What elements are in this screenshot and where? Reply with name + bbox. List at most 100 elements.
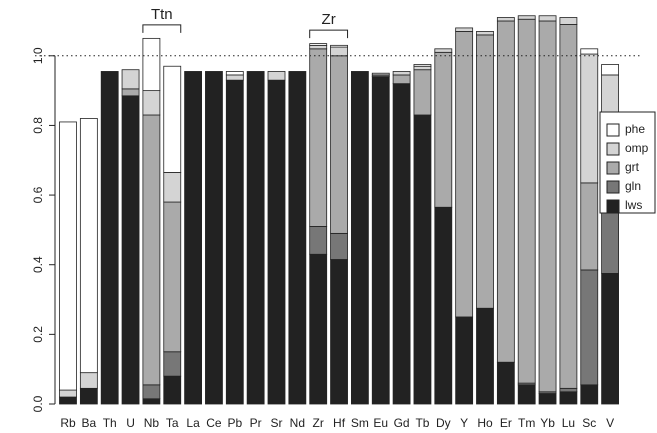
x-tick-label: La xyxy=(186,416,200,430)
legend-label: phe xyxy=(625,122,645,136)
bar-segment xyxy=(580,48,599,55)
bar-segment xyxy=(163,201,182,353)
bar-segment xyxy=(601,64,619,76)
bar-segment xyxy=(288,71,307,405)
x-tick-label: Gd xyxy=(394,416,410,430)
y-tick-label: 0.4 xyxy=(31,256,45,273)
bar-segment xyxy=(434,51,453,208)
bar-segment xyxy=(392,74,411,85)
bar-segment xyxy=(580,269,599,386)
x-tick-label: Y xyxy=(460,416,468,430)
bar-segment xyxy=(434,206,453,405)
bar-segment xyxy=(205,71,223,405)
bar-segment xyxy=(580,182,599,271)
y-tick-label: 1.0 xyxy=(31,47,45,64)
bar-segment xyxy=(142,114,161,386)
x-tick-label: Tm xyxy=(518,416,535,430)
bar-segment xyxy=(559,391,578,405)
bar-segment xyxy=(517,384,536,405)
bar-segment xyxy=(476,307,494,405)
bar-segment xyxy=(79,387,98,405)
legend-swatch xyxy=(606,180,620,194)
bar-segment xyxy=(559,24,578,389)
bar-segment xyxy=(455,316,474,405)
bar-segment xyxy=(538,15,557,22)
bar-segment xyxy=(330,46,348,57)
y-tick-label: 0.6 xyxy=(31,186,45,203)
bar-segment xyxy=(455,31,474,318)
bar-segment xyxy=(538,20,557,393)
bar-segment xyxy=(309,43,328,46)
legend-swatch xyxy=(606,142,620,156)
bar-segment xyxy=(496,17,515,22)
x-tick-label: Sm xyxy=(351,416,369,430)
bar-segment xyxy=(225,74,244,81)
bar-segment xyxy=(267,71,286,81)
bar-segment xyxy=(496,361,515,405)
bar-segment xyxy=(246,71,265,405)
x-tick-label: Nd xyxy=(290,416,305,430)
bar-segment xyxy=(142,384,161,400)
y-tick-label: 0.0 xyxy=(31,395,45,412)
x-tick-label: Ta xyxy=(166,416,179,430)
bar-segment xyxy=(371,76,390,405)
x-tick-label: Ce xyxy=(206,416,222,430)
bar-segment xyxy=(330,44,348,48)
annotation: Ttn xyxy=(151,6,173,23)
x-tick-label: Dy xyxy=(436,416,451,430)
bar-segment xyxy=(59,389,77,398)
bar-segment xyxy=(517,18,536,384)
bar-segment xyxy=(142,398,161,405)
legend-label: gln xyxy=(625,179,641,193)
bar-segment xyxy=(163,65,182,173)
x-tick-label: Eu xyxy=(373,416,388,430)
bar-segment xyxy=(330,259,348,405)
bar-segment xyxy=(476,31,494,36)
bar-segment xyxy=(413,69,432,116)
bar-segment xyxy=(184,71,203,405)
x-tick-label: Ba xyxy=(82,416,97,430)
annotation-bracket xyxy=(309,29,349,39)
y-tick-label: 0.8 xyxy=(31,117,45,134)
legend-label: omp xyxy=(625,141,649,155)
bar-segment xyxy=(559,387,578,393)
bar-segment xyxy=(163,172,182,203)
bar-segment xyxy=(392,71,411,76)
x-tick-label: V xyxy=(606,416,614,430)
bar-segment xyxy=(392,83,411,405)
legend-swatch xyxy=(606,123,620,137)
bar-segment xyxy=(455,27,474,32)
bar-segment xyxy=(559,17,578,25)
bar-segment xyxy=(580,53,599,184)
bar-segment xyxy=(121,69,140,90)
annotation-bracket xyxy=(142,24,182,33)
bar-segment xyxy=(79,372,98,389)
bar-segment xyxy=(538,393,557,405)
bar-segment xyxy=(601,273,619,405)
x-tick-label: Ho xyxy=(477,416,493,430)
bar-segment xyxy=(309,48,328,227)
bar-segment xyxy=(163,351,182,377)
bar-segment xyxy=(413,114,432,405)
legend-label: grt xyxy=(625,160,640,174)
bar-segment xyxy=(142,37,161,92)
x-tick-label: Th xyxy=(103,416,117,430)
x-tick-label: Er xyxy=(500,416,512,430)
bar-segment xyxy=(371,72,390,76)
bar-segment xyxy=(580,384,599,405)
bar-segment xyxy=(121,95,140,405)
bar-segment xyxy=(79,118,98,374)
bar-segment xyxy=(309,253,328,405)
annotation: Zr xyxy=(322,11,336,28)
bar-segment xyxy=(59,396,77,405)
bar-segment xyxy=(434,48,453,53)
bar-segment xyxy=(350,71,369,405)
legend-swatch xyxy=(606,161,620,175)
x-tick-label: Lu xyxy=(562,416,575,430)
bar-segment xyxy=(476,34,494,309)
legend-swatch xyxy=(606,199,620,213)
legend-label: lws xyxy=(625,198,642,212)
x-tick-label: Tb xyxy=(415,416,429,430)
bar-segment xyxy=(330,55,348,234)
